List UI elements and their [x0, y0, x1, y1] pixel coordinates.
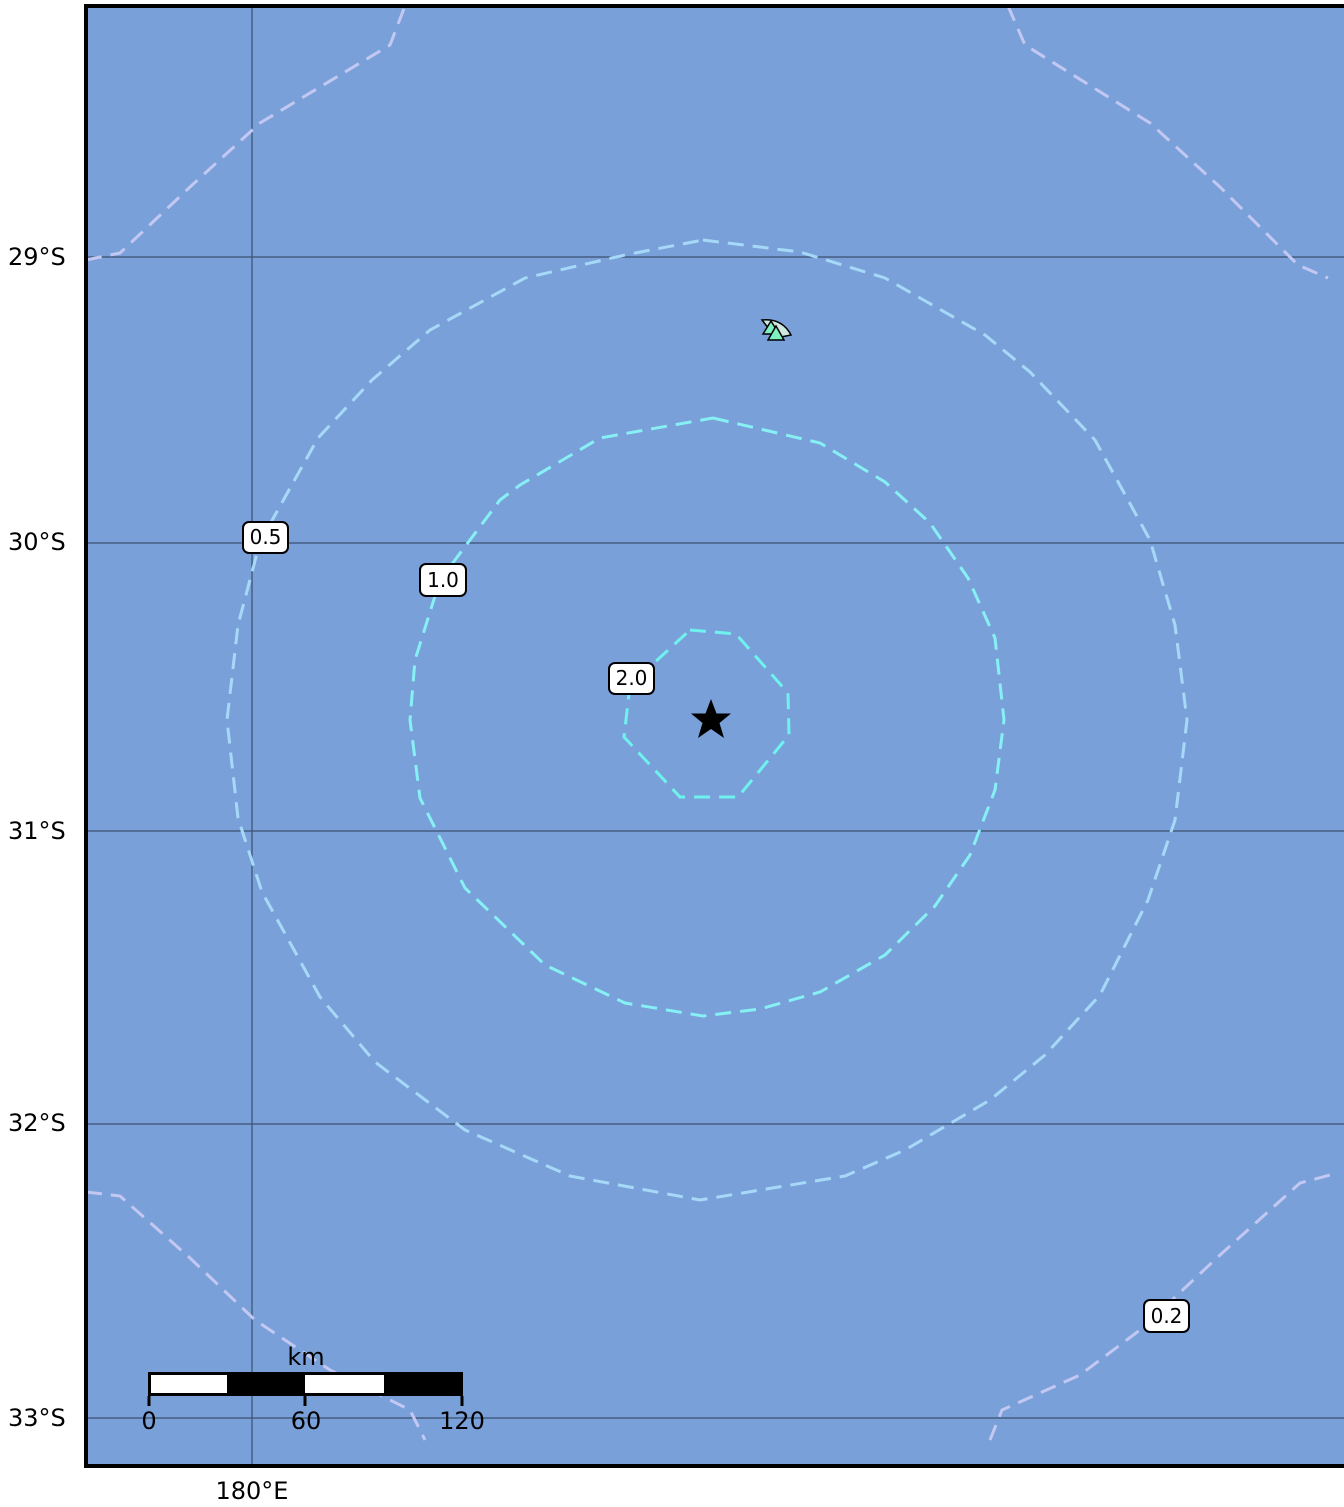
contour-label-1-0-text: 1.0	[427, 568, 459, 592]
contour-label-0-5-text: 0.5	[250, 525, 282, 549]
lat-label-31s: 31°S	[8, 817, 66, 845]
graticule	[86, 6, 1344, 1466]
scale-label-120: 120	[439, 1407, 485, 1435]
scale-label-0: 0	[141, 1407, 156, 1435]
contour-0-2-top-right	[1006, 5, 1329, 280]
map-background	[86, 6, 1344, 1466]
map-frame	[84, 4, 1344, 1468]
scale-bar-segment-3	[305, 1375, 384, 1393]
contour-0-5	[225, 238, 1189, 1202]
contour-0-2-top-left	[85, 5, 407, 262]
scale-bar: km 0 60 120	[141, 1343, 485, 1435]
star-icon	[691, 699, 731, 738]
triangle-icon	[766, 324, 786, 341]
scale-bar-unit: km	[287, 1343, 324, 1371]
latitude-labels: 29°S 30°S 31°S 32°S 33°S	[8, 243, 66, 1432]
contour-0-2-bottom-right	[988, 1173, 1331, 1441]
contour-0-2-bottom-left	[85, 1190, 427, 1441]
lat-label-33s: 33°S	[8, 1404, 66, 1432]
contour-label-0-2-text: 0.2	[1151, 1304, 1183, 1328]
scale-bar-segment-1	[151, 1375, 227, 1393]
lat-label-30s: 30°S	[8, 528, 66, 556]
station-markers	[760, 319, 793, 341]
lat-label-32s: 32°S	[8, 1109, 66, 1137]
lon-label-180e: 180°E	[216, 1477, 289, 1505]
scale-label-60: 60	[291, 1407, 322, 1435]
contour-label-2-0: 2.0	[608, 662, 655, 695]
lat-label-29s: 29°S	[8, 243, 66, 271]
contour-label-1-0: 1.0	[419, 563, 467, 597]
contour-label-2-0-text: 2.0	[616, 666, 648, 690]
contour-label-0-5: 0.5	[242, 521, 289, 554]
contour-label-0-2: 0.2	[1143, 1299, 1190, 1333]
contour-labels: 0.5 1.0 2.0 0.2	[242, 521, 1190, 1333]
